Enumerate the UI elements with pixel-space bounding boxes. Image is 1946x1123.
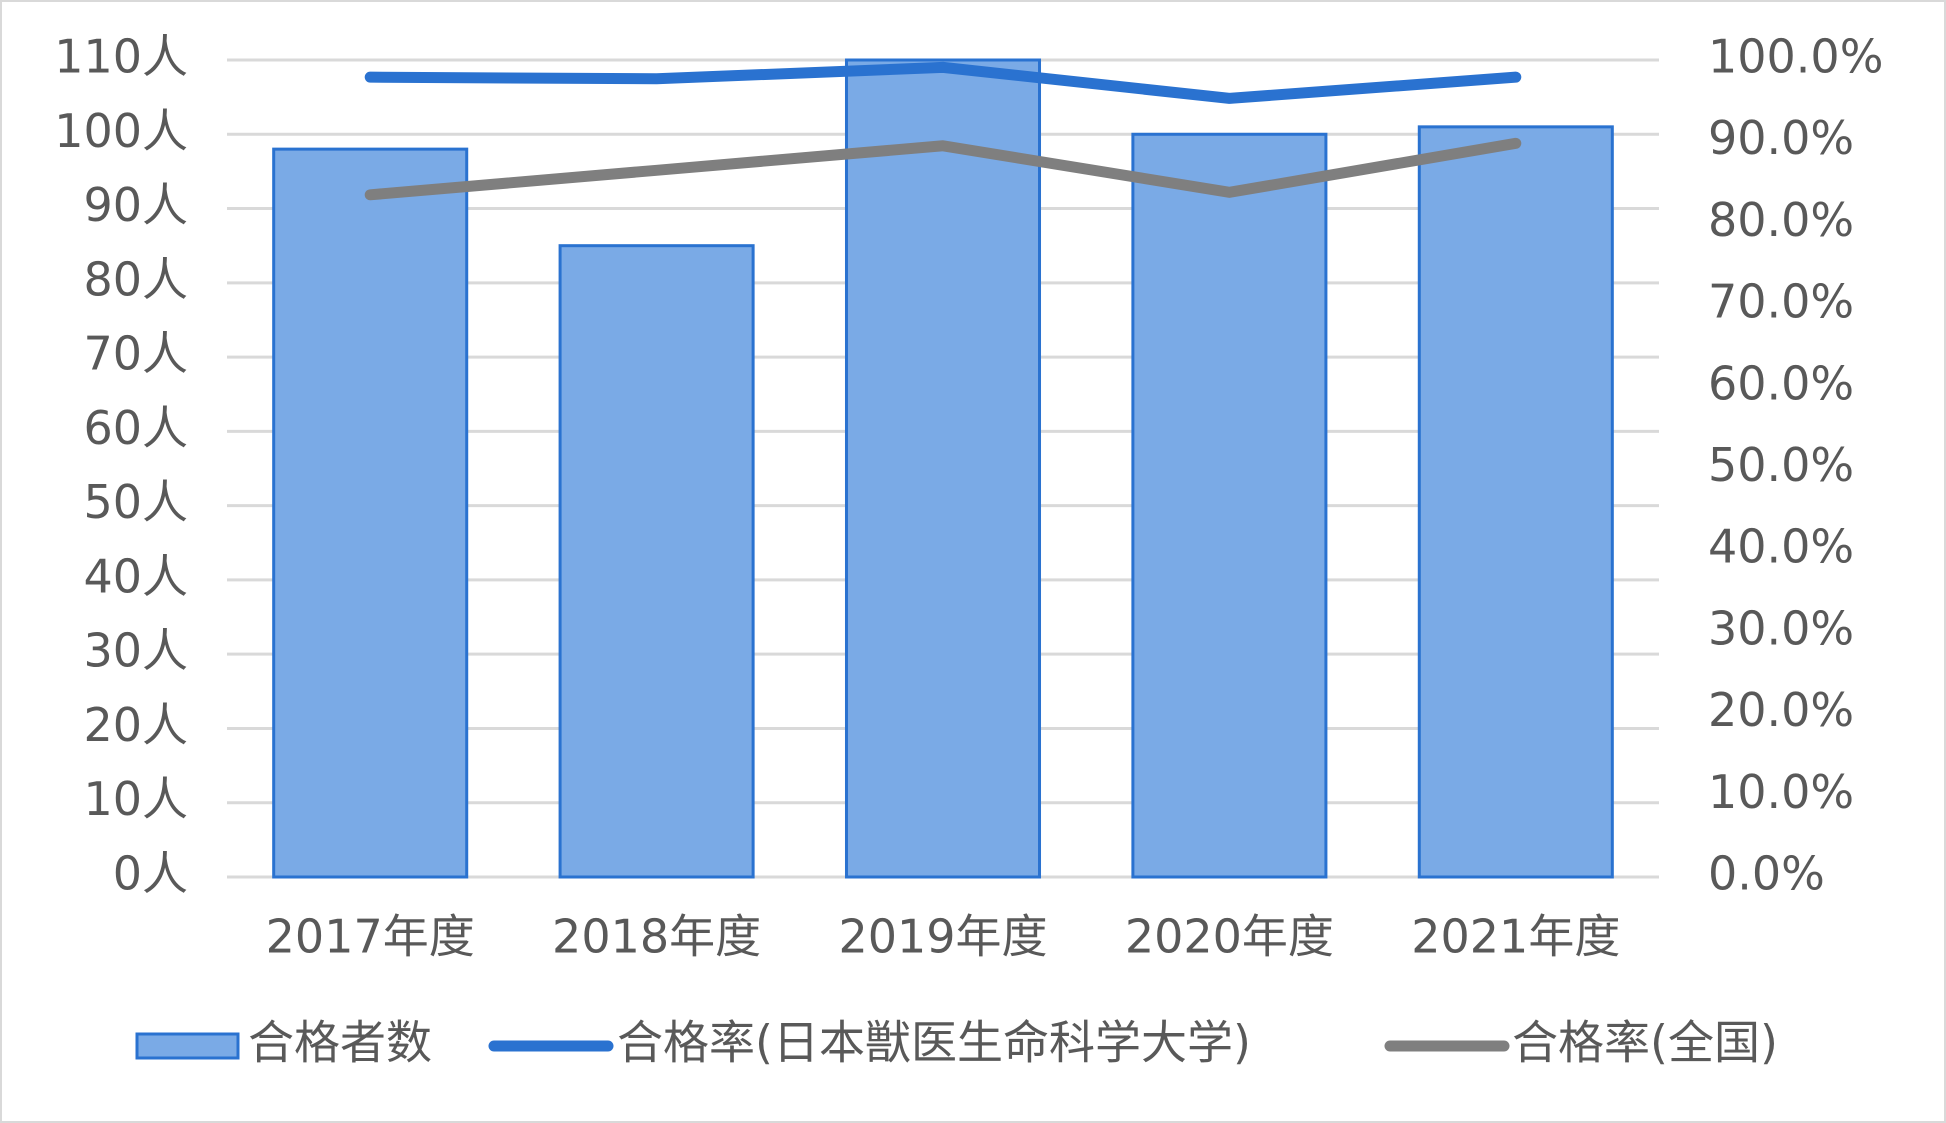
y-tick-label: 50人 [83, 475, 188, 529]
y-tick-label: 80人 [83, 252, 188, 306]
y2-tick-label: 90.0% [1708, 111, 1854, 165]
y-tick-label: 30人 [83, 624, 188, 678]
legend-label: 合格率(日本獣医生命科学大学) [617, 1016, 1251, 1070]
y-tick-label: 60人 [83, 401, 188, 455]
y-tick-label: 40人 [83, 549, 188, 603]
bar [272, 147, 469, 879]
y2-tick-label: 30.0% [1708, 601, 1854, 655]
y-tick-label: 110人 [54, 30, 188, 84]
x-tick-label: 2017年度 [266, 910, 475, 964]
bar [558, 244, 755, 879]
y-tick-label: 100人 [54, 104, 188, 158]
y-tick-label: 0人 [113, 847, 188, 901]
x-tick-label: 2018年度 [552, 910, 761, 964]
bar [844, 58, 1042, 879]
line [364, 61, 1522, 104]
y2-tick-label: 80.0% [1708, 193, 1854, 247]
line [364, 137, 1522, 201]
y-tick-label: 90人 [83, 178, 188, 232]
y2-tick-label: 60.0% [1708, 356, 1854, 410]
y2-tick-label: 100.0% [1708, 30, 1883, 84]
y2-tick-label: 0.0% [1708, 847, 1825, 901]
legend-label: 合格者数 [248, 1016, 432, 1070]
x-tick-label: 2020年度 [1125, 910, 1334, 964]
bar [1131, 132, 1328, 879]
y2-tick-label: 40.0% [1708, 520, 1854, 574]
y-tick-label: 70人 [83, 327, 188, 381]
x-tick-label: 2021年度 [1411, 910, 1620, 964]
y2-tick-label: 70.0% [1708, 275, 1854, 329]
legend-label: 合格率(全国) [1512, 1016, 1778, 1070]
bar [1417, 125, 1614, 879]
y-tick-label: 10人 [83, 772, 188, 826]
x-tick-label: 2019年度 [838, 910, 1047, 964]
legend-swatch [135, 1032, 240, 1060]
y-tick-label: 20人 [83, 698, 188, 752]
y2-tick-label: 20.0% [1708, 683, 1854, 737]
y2-tick-label: 50.0% [1708, 438, 1854, 492]
y2-tick-label: 10.0% [1708, 765, 1854, 819]
